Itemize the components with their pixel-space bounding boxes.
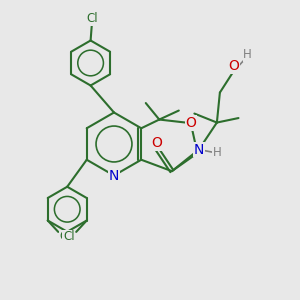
Text: N: N bbox=[194, 142, 204, 157]
Text: Cl: Cl bbox=[63, 230, 74, 244]
Text: H: H bbox=[243, 48, 252, 61]
Text: O: O bbox=[185, 116, 196, 130]
Text: N: N bbox=[109, 169, 119, 182]
Text: O: O bbox=[152, 136, 162, 150]
Text: H: H bbox=[212, 146, 221, 159]
Text: Cl: Cl bbox=[87, 12, 98, 26]
Text: O: O bbox=[229, 59, 239, 73]
Text: Cl: Cl bbox=[59, 230, 71, 244]
